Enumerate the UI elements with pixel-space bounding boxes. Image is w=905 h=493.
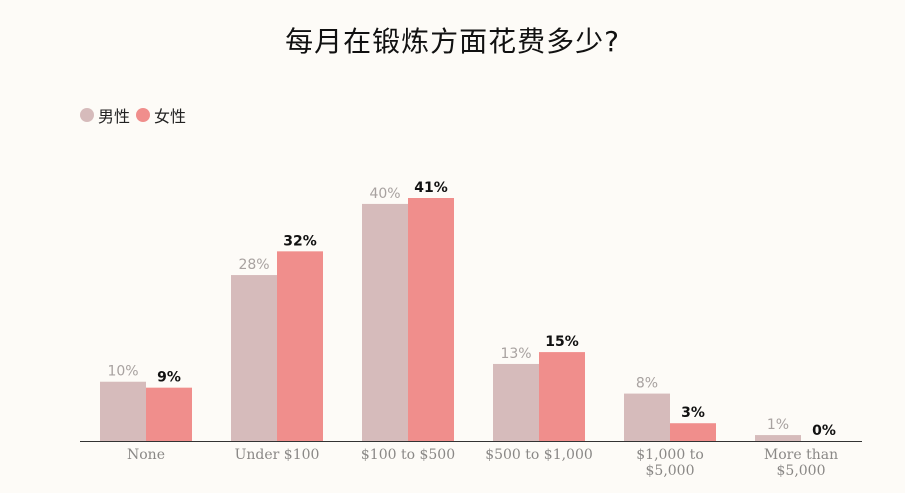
legend-item-male: 男性 xyxy=(80,103,130,127)
data-label-female-4: 3% xyxy=(681,405,705,421)
bar-male-2 xyxy=(362,203,408,441)
legend-swatch-male xyxy=(80,108,94,122)
legend-label-female: 女性 xyxy=(154,107,187,126)
legend-swatch-female xyxy=(136,108,151,122)
data-label-male-1: 28% xyxy=(238,257,269,273)
data-label-male-5: 1% xyxy=(767,417,789,433)
chart-title: 每月在锻炼方面花费多少? xyxy=(285,25,620,58)
data-label-female-5: 0% xyxy=(812,423,836,439)
bar-female-3 xyxy=(539,352,585,441)
data-label-male-4: 8% xyxy=(636,376,658,392)
bar-male-0 xyxy=(100,381,146,441)
legend-item-female: 女性 xyxy=(136,103,186,127)
bar-male-3 xyxy=(493,363,539,441)
legend: 男性 女性 xyxy=(80,103,192,127)
data-label-male-0: 10% xyxy=(107,364,138,380)
bar-female-2 xyxy=(408,198,454,441)
data-label-female-3: 15% xyxy=(545,334,579,350)
x-tick-label-3: $500 to $1,000 xyxy=(485,447,593,463)
bar-male-4 xyxy=(624,393,670,441)
bar-female-0 xyxy=(146,387,192,441)
x-tick-label-2: $100 to $500 xyxy=(361,447,455,463)
bar-male-5 xyxy=(755,435,801,441)
data-label-male-2: 40% xyxy=(369,186,400,202)
data-label-male-3: 13% xyxy=(500,346,531,362)
legend-label-male: 男性 xyxy=(98,107,131,126)
x-tick-label-4: $1,000 to $5,000 xyxy=(636,447,704,479)
data-label-female-2: 41% xyxy=(414,180,448,196)
bar-female-4 xyxy=(670,423,716,441)
data-label-female-1: 32% xyxy=(283,233,317,249)
x-tick-label-0: None xyxy=(127,447,165,463)
bar-female-1 xyxy=(277,251,323,441)
data-label-female-0: 9% xyxy=(157,370,181,386)
bar-male-1 xyxy=(231,275,277,441)
x-tick-label-1: Under $100 xyxy=(235,447,320,463)
x-tick-label-5: More than $5,000 xyxy=(764,447,838,479)
